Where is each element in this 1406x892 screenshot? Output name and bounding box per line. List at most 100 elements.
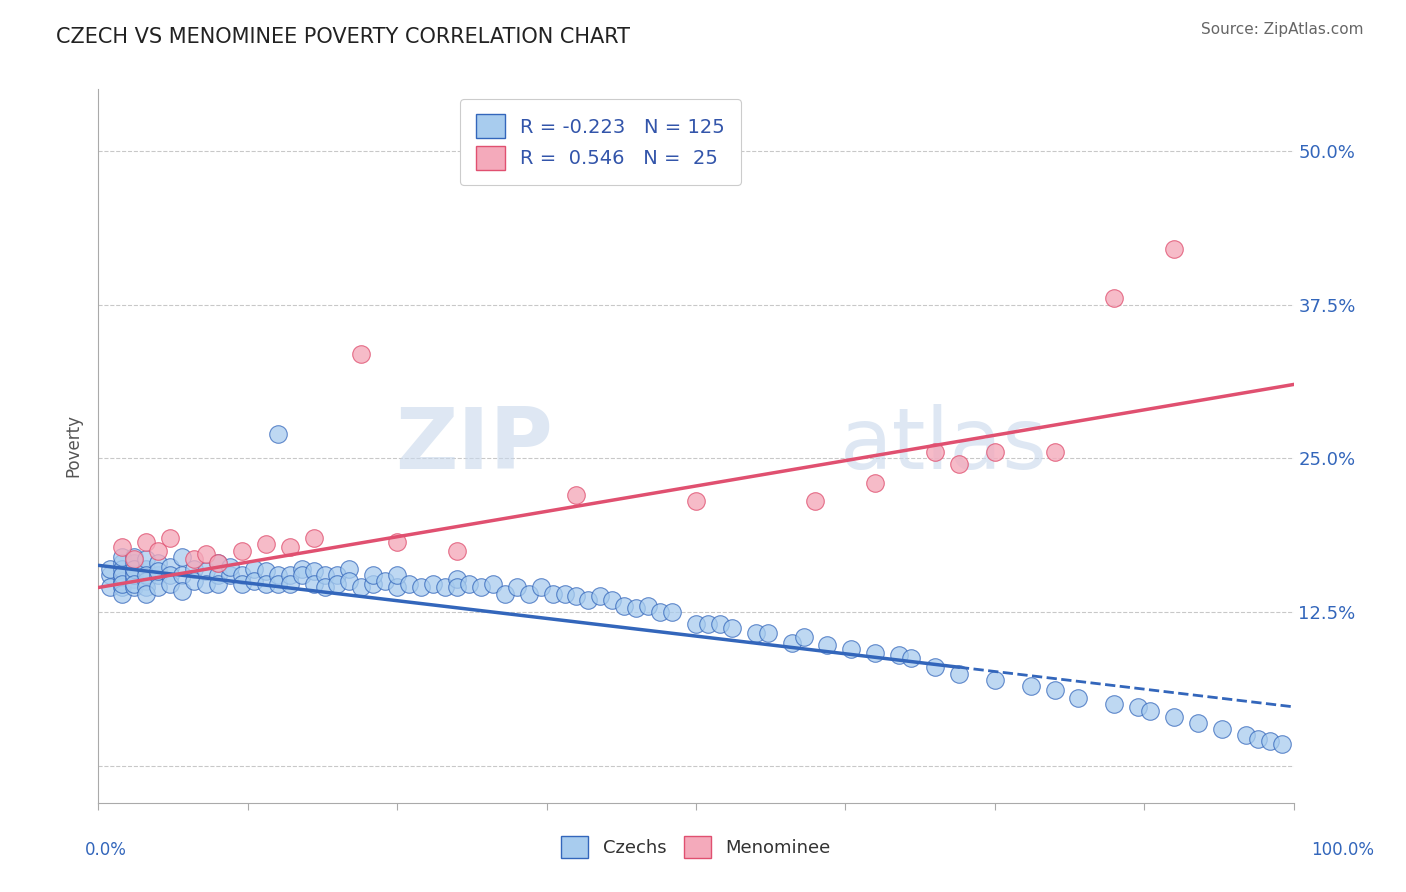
Point — [865, 646, 887, 660]
Point — [697, 617, 720, 632]
Point — [195, 565, 218, 579]
Point — [135, 562, 157, 576]
Point — [183, 562, 205, 576]
Point — [721, 621, 744, 635]
Point — [111, 574, 134, 589]
Point — [267, 426, 290, 441]
Point — [804, 494, 827, 508]
Text: atlas: atlas — [839, 404, 1047, 488]
Point — [111, 562, 134, 576]
Point — [1211, 722, 1233, 736]
Point — [111, 540, 134, 554]
Point — [291, 562, 314, 576]
Point — [458, 576, 481, 591]
Text: CZECH VS MENOMINEE POVERTY CORRELATION CHART: CZECH VS MENOMINEE POVERTY CORRELATION C… — [56, 27, 630, 46]
Point — [984, 445, 1007, 459]
Point — [111, 576, 134, 591]
Point — [374, 574, 396, 589]
Point — [124, 552, 146, 566]
Point — [637, 599, 659, 613]
Point — [350, 347, 373, 361]
Point — [124, 576, 146, 591]
Point — [243, 574, 266, 589]
Point — [124, 549, 146, 564]
Legend: Czechs, Menominee: Czechs, Menominee — [554, 829, 838, 865]
Point — [446, 543, 468, 558]
Point — [98, 581, 122, 595]
Point — [219, 568, 242, 582]
Point — [661, 605, 683, 619]
Point — [648, 605, 672, 619]
Point — [411, 581, 433, 595]
Point — [172, 584, 194, 599]
Y-axis label: Poverty: Poverty — [65, 415, 83, 477]
Point — [326, 576, 349, 591]
Point — [159, 576, 181, 591]
Point — [135, 574, 157, 589]
Point — [506, 581, 529, 595]
Point — [231, 543, 253, 558]
Point — [470, 581, 492, 595]
Point — [924, 445, 946, 459]
Point — [1104, 291, 1126, 305]
Point — [124, 572, 146, 586]
Point — [254, 576, 277, 591]
Point — [793, 630, 815, 644]
Point — [315, 568, 337, 582]
Point — [339, 574, 361, 589]
Point — [602, 592, 624, 607]
Point — [1271, 737, 1294, 751]
Point — [124, 556, 146, 570]
Point — [111, 556, 134, 570]
Text: 0.0%: 0.0% — [84, 840, 127, 858]
Point — [159, 531, 181, 545]
Point — [302, 565, 325, 579]
Point — [709, 617, 731, 632]
Point — [565, 589, 588, 603]
Point — [889, 648, 911, 662]
Point — [745, 626, 768, 640]
Point — [1163, 242, 1185, 256]
Point — [254, 565, 277, 579]
Point — [756, 626, 779, 640]
Point — [1043, 682, 1066, 697]
Point — [363, 576, 385, 591]
Point — [685, 617, 707, 632]
Point — [541, 587, 564, 601]
Point — [148, 556, 170, 570]
Point — [195, 547, 218, 561]
Point — [385, 568, 409, 582]
Point — [291, 568, 314, 582]
Point — [865, 475, 887, 490]
Point — [135, 581, 157, 595]
Point — [124, 565, 146, 579]
Point — [124, 568, 146, 582]
Point — [494, 587, 516, 601]
Point — [231, 568, 253, 582]
Point — [554, 587, 576, 601]
Point — [385, 535, 409, 549]
Point — [159, 559, 181, 574]
Point — [267, 568, 290, 582]
Point — [326, 568, 349, 582]
Point — [924, 660, 946, 674]
Point — [219, 559, 242, 574]
Point — [780, 636, 803, 650]
Point — [589, 589, 612, 603]
Point — [148, 568, 170, 582]
Point — [231, 576, 253, 591]
Point — [578, 592, 600, 607]
Text: 100.0%: 100.0% — [1312, 840, 1374, 858]
Point — [172, 549, 194, 564]
Point — [183, 552, 205, 566]
Point — [98, 562, 122, 576]
Point — [207, 576, 229, 591]
Point — [613, 599, 636, 613]
Point — [1187, 715, 1209, 730]
Point — [385, 581, 409, 595]
Point — [841, 642, 863, 657]
Point — [207, 556, 229, 570]
Point — [254, 537, 277, 551]
Point — [315, 581, 337, 595]
Point — [481, 576, 505, 591]
